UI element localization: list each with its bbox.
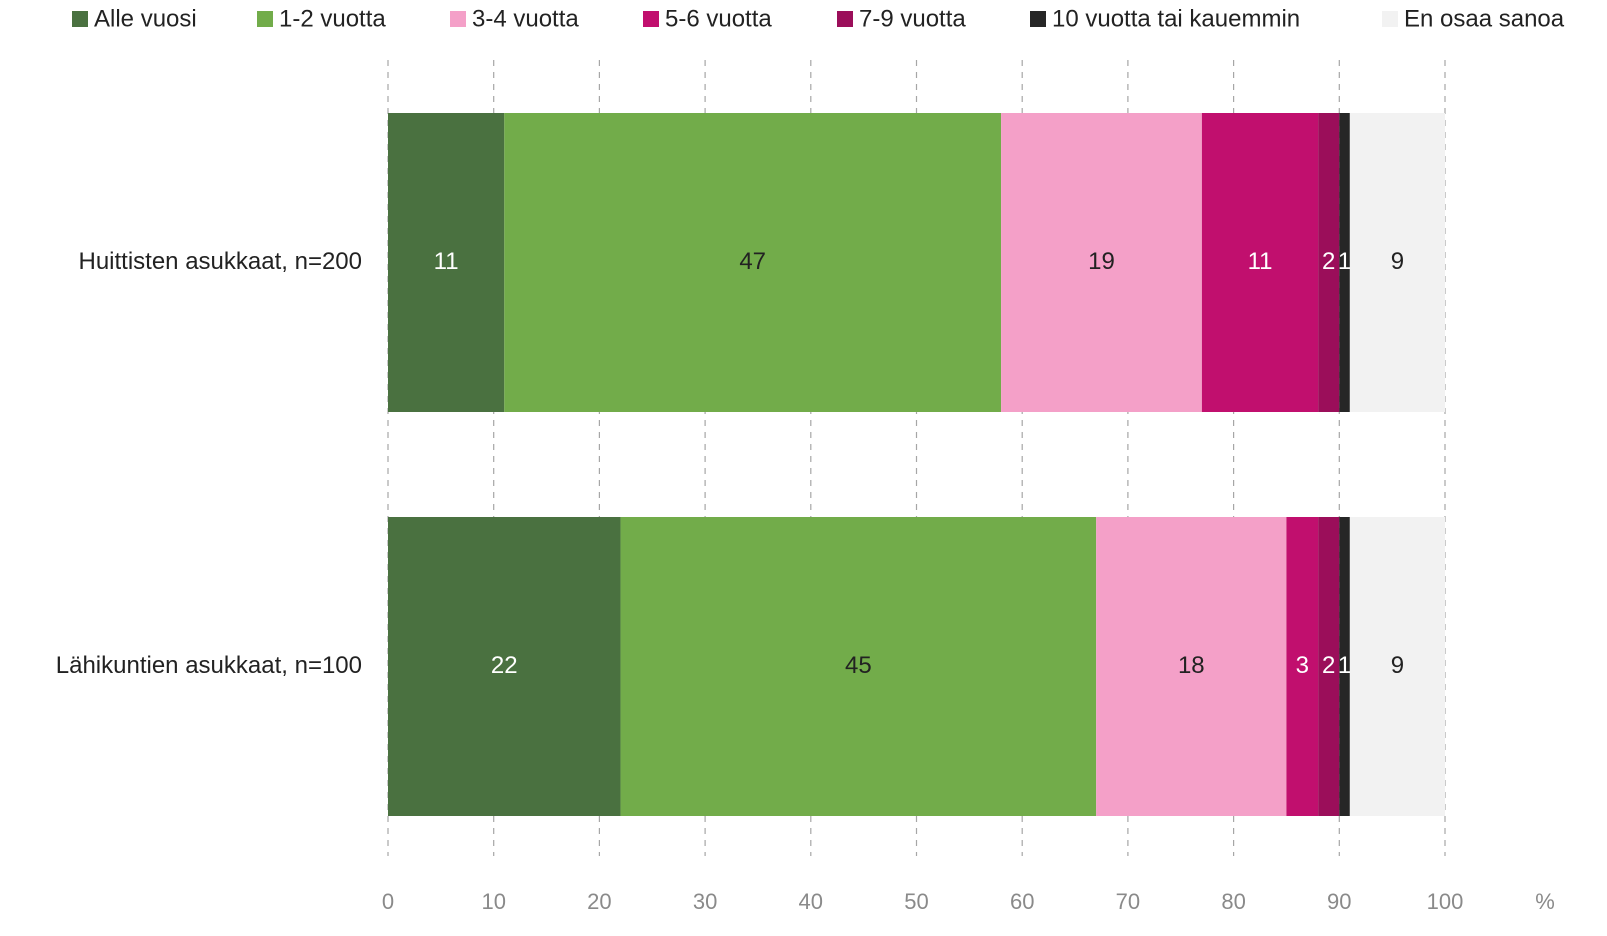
bar-segment bbox=[1349, 113, 1445, 412]
data-label: 22 bbox=[491, 652, 518, 679]
bar-segment bbox=[1339, 517, 1350, 816]
bar-segment bbox=[388, 517, 621, 816]
legend-label: 1-2 vuotta bbox=[279, 5, 386, 32]
x-tick-label: 10 bbox=[481, 889, 505, 914]
data-label: 2 bbox=[1322, 248, 1335, 275]
data-label: 11 bbox=[434, 248, 459, 275]
bar-segment bbox=[1201, 113, 1319, 412]
bar-segment bbox=[1339, 113, 1350, 412]
x-tick-label: 70 bbox=[1116, 889, 1140, 914]
data-label: 45 bbox=[845, 652, 872, 679]
x-tick-label: 100 bbox=[1427, 889, 1464, 914]
data-label: 3 bbox=[1296, 652, 1309, 679]
data-label: 1 bbox=[1338, 248, 1351, 275]
bar-segment bbox=[1349, 517, 1445, 816]
x-tick-label: 20 bbox=[587, 889, 611, 914]
data-label: 2 bbox=[1322, 652, 1335, 679]
legend-label: Alle vuosi bbox=[94, 5, 197, 32]
legend-label: 10 vuotta tai kauemmin bbox=[1052, 5, 1300, 32]
legend-swatch bbox=[72, 11, 88, 27]
y-tick-label: Huittisten asukkaat, n=200 bbox=[78, 248, 362, 275]
data-label: 18 bbox=[1178, 652, 1205, 679]
bar-segment bbox=[504, 113, 1002, 412]
data-label: 9 bbox=[1391, 652, 1404, 679]
x-tick-label: 40 bbox=[799, 889, 823, 914]
y-tick-label: Lähikuntien asukkaat, n=100 bbox=[56, 652, 362, 679]
legend-swatch bbox=[1030, 11, 1046, 27]
data-label: 1 bbox=[1338, 652, 1351, 679]
legend-swatch bbox=[837, 11, 853, 27]
x-tick-label: 90 bbox=[1327, 889, 1351, 914]
bar-segment bbox=[388, 113, 505, 412]
bar-segment bbox=[1001, 113, 1202, 412]
legend-label: 3-4 vuotta bbox=[472, 5, 579, 32]
data-label: 19 bbox=[1088, 248, 1115, 275]
bar-segment bbox=[1318, 113, 1340, 412]
legend-swatch bbox=[1382, 11, 1398, 27]
x-tick-label: 60 bbox=[1010, 889, 1034, 914]
bar-segment bbox=[1286, 517, 1319, 816]
legend-label: 7-9 vuotta bbox=[859, 5, 966, 32]
bar-segment bbox=[620, 517, 1097, 816]
data-label: 11 bbox=[1248, 248, 1273, 275]
bar-segment bbox=[1096, 517, 1287, 816]
legend-swatch bbox=[450, 11, 466, 27]
data-label: 47 bbox=[739, 248, 766, 275]
x-tick-label: 30 bbox=[693, 889, 717, 914]
x-axis-label: % bbox=[1535, 889, 1555, 914]
bar-segment bbox=[1318, 517, 1340, 816]
legend-label: En osaa sanoa bbox=[1404, 5, 1565, 32]
x-tick-label: 50 bbox=[904, 889, 928, 914]
legend-label: 5-6 vuotta bbox=[665, 5, 772, 32]
x-tick-label: 0 bbox=[382, 889, 394, 914]
data-label: 9 bbox=[1391, 248, 1404, 275]
legend-swatch bbox=[643, 11, 659, 27]
x-tick-label: 80 bbox=[1221, 889, 1245, 914]
legend-swatch bbox=[257, 11, 273, 27]
